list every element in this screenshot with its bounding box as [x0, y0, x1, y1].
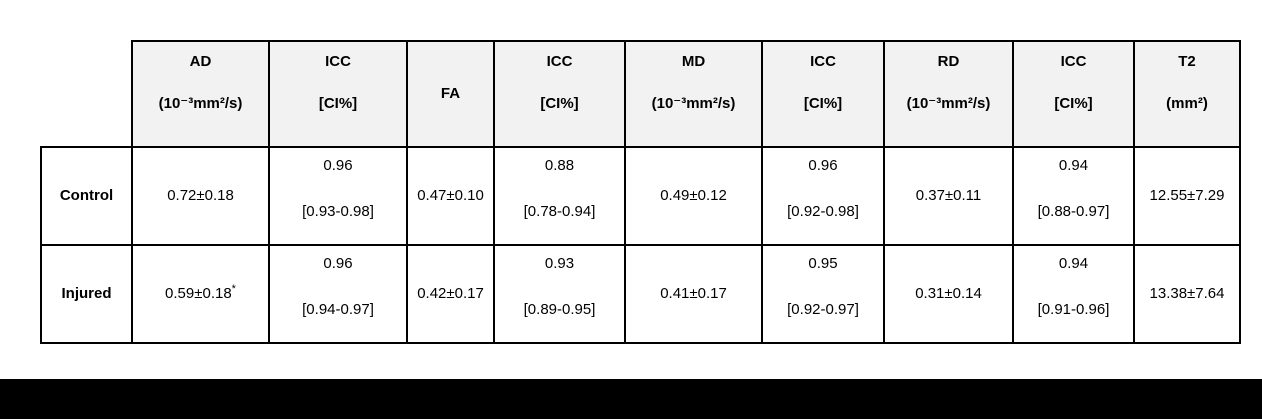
header-cell-fa-icc: ICC [CI%]: [493, 40, 626, 148]
header-cell-rd: RD (10⁻³mm²/s): [883, 40, 1014, 148]
cell-injured-ad-icc: 0.96 [0.94-0.97]: [268, 244, 408, 344]
icc-ci: [0.92-0.98]: [787, 203, 859, 220]
column-unit: (10⁻³mm²/s): [906, 95, 991, 112]
cell-value: 0.49±0.12: [660, 187, 727, 204]
icc-value: 0.88: [544, 157, 575, 174]
cell-value: 0.59±0.18: [165, 284, 232, 302]
cell-value: 0.72±0.18: [167, 186, 234, 204]
row-label-control: Control: [40, 146, 133, 246]
reliability-metrics-table: AD (10⁻³mm²/s) ICC [CI%] FA ICC [CI%]: [40, 40, 1241, 344]
column-unit: [CI%]: [318, 95, 358, 112]
icc-value: 0.94: [1058, 157, 1089, 174]
redacted-caption-bar: [0, 379, 1262, 419]
header-cell-fa: FA: [406, 40, 495, 148]
column-title: ICC: [546, 53, 573, 70]
cell-injured-rd-icc: 0.94 [0.91-0.96]: [1012, 244, 1135, 344]
cell-injured-ad: 0.59±0.18*: [131, 244, 270, 344]
column-title: ICC: [1060, 53, 1087, 70]
cell-control-t2: 12.55±7.29: [1133, 146, 1241, 246]
cell-control-ad: 0.72±0.18: [131, 146, 270, 246]
header-cell-md-icc: ICC [CI%]: [761, 40, 885, 148]
column-title: T2: [1178, 53, 1196, 70]
cell-value: 0.47±0.10: [417, 187, 484, 204]
column-title: AD: [189, 53, 212, 70]
column-title: ICC: [325, 53, 351, 70]
icc-ci: [0.93-0.98]: [302, 203, 374, 220]
icc-value: 0.95: [808, 255, 838, 272]
header-cell-ad-icc: ICC [CI%]: [268, 40, 408, 148]
icc-value: 0.94: [1058, 255, 1089, 272]
icc-value: 0.96: [323, 157, 353, 174]
cell-control-fa: 0.47±0.10: [406, 146, 495, 246]
cell-injured-fa: 0.42±0.17: [406, 244, 495, 344]
column-title: RD: [937, 53, 960, 70]
column-unit: [CI%]: [803, 95, 843, 112]
cell-value: 0.42±0.17: [417, 285, 484, 302]
cell-control-ad-icc: 0.96 [0.93-0.98]: [268, 146, 408, 246]
icc-value: 0.96: [808, 157, 838, 174]
significance-asterisk: *: [231, 282, 236, 295]
cell-value: 12.55±7.29: [1149, 187, 1225, 204]
icc-ci: [0.91-0.96]: [1037, 301, 1110, 318]
cell-value: 0.31±0.14: [915, 285, 982, 302]
header-cell-rd-icc: ICC [CI%]: [1012, 40, 1135, 148]
column-unit: (10⁻³mm²/s): [158, 95, 243, 112]
cell-value: 0.41±0.17: [660, 285, 727, 302]
cell-injured-t2: 13.38±7.64: [1133, 244, 1241, 344]
column-title: ICC: [810, 53, 836, 70]
cell-injured-md: 0.41±0.17: [624, 244, 763, 344]
cell-control-rd-icc: 0.94 [0.88-0.97]: [1012, 146, 1135, 246]
column-unit: (10⁻³mm²/s): [651, 95, 736, 112]
icc-ci: [0.94-0.97]: [302, 301, 374, 318]
icc-ci: [0.88-0.97]: [1037, 203, 1110, 220]
header-cell-t2: T2 (mm²): [1133, 40, 1241, 148]
column-unit: (mm²): [1166, 95, 1208, 112]
column-unit: [CI%]: [1054, 95, 1093, 112]
cell-control-fa-icc: 0.88 [0.78-0.94]: [493, 146, 626, 246]
cell-injured-rd: 0.31±0.14: [883, 244, 1014, 344]
cell-value: 0.37±0.11: [915, 187, 982, 204]
cell-control-rd: 0.37±0.11: [883, 146, 1014, 246]
row-label-injured: Injured: [40, 244, 133, 344]
cell-injured-md-icc: 0.95 [0.92-0.97]: [761, 244, 885, 344]
column-title: FA: [440, 85, 461, 102]
icc-ci: [0.89-0.95]: [523, 301, 596, 318]
icc-value: 0.93: [544, 255, 575, 272]
column-unit: [CI%]: [540, 95, 579, 112]
icc-ci: [0.92-0.97]: [787, 301, 859, 318]
table-row-injured: Injured 0.59±0.18* 0.96 [0.94-0.97] 0.42…: [40, 244, 1241, 344]
column-title: MD: [681, 53, 706, 70]
header-cell-md: MD (10⁻³mm²/s): [624, 40, 763, 148]
cell-injured-fa-icc: 0.93 [0.89-0.95]: [493, 244, 626, 344]
icc-ci: [0.78-0.94]: [523, 203, 596, 220]
cell-control-md-icc: 0.96 [0.92-0.98]: [761, 146, 885, 246]
table-row-control: Control 0.72±0.18 0.96 [0.93-0.98] 0.47±…: [40, 146, 1241, 246]
cell-value: 13.38±7.64: [1149, 285, 1225, 302]
header-cell-ad: AD (10⁻³mm²/s): [131, 40, 270, 148]
header-corner-cell: [41, 41, 132, 147]
header-row: AD (10⁻³mm²/s) ICC [CI%] FA ICC [CI%]: [41, 40, 1241, 148]
icc-value: 0.96: [323, 255, 353, 272]
cell-control-md: 0.49±0.12: [624, 146, 763, 246]
